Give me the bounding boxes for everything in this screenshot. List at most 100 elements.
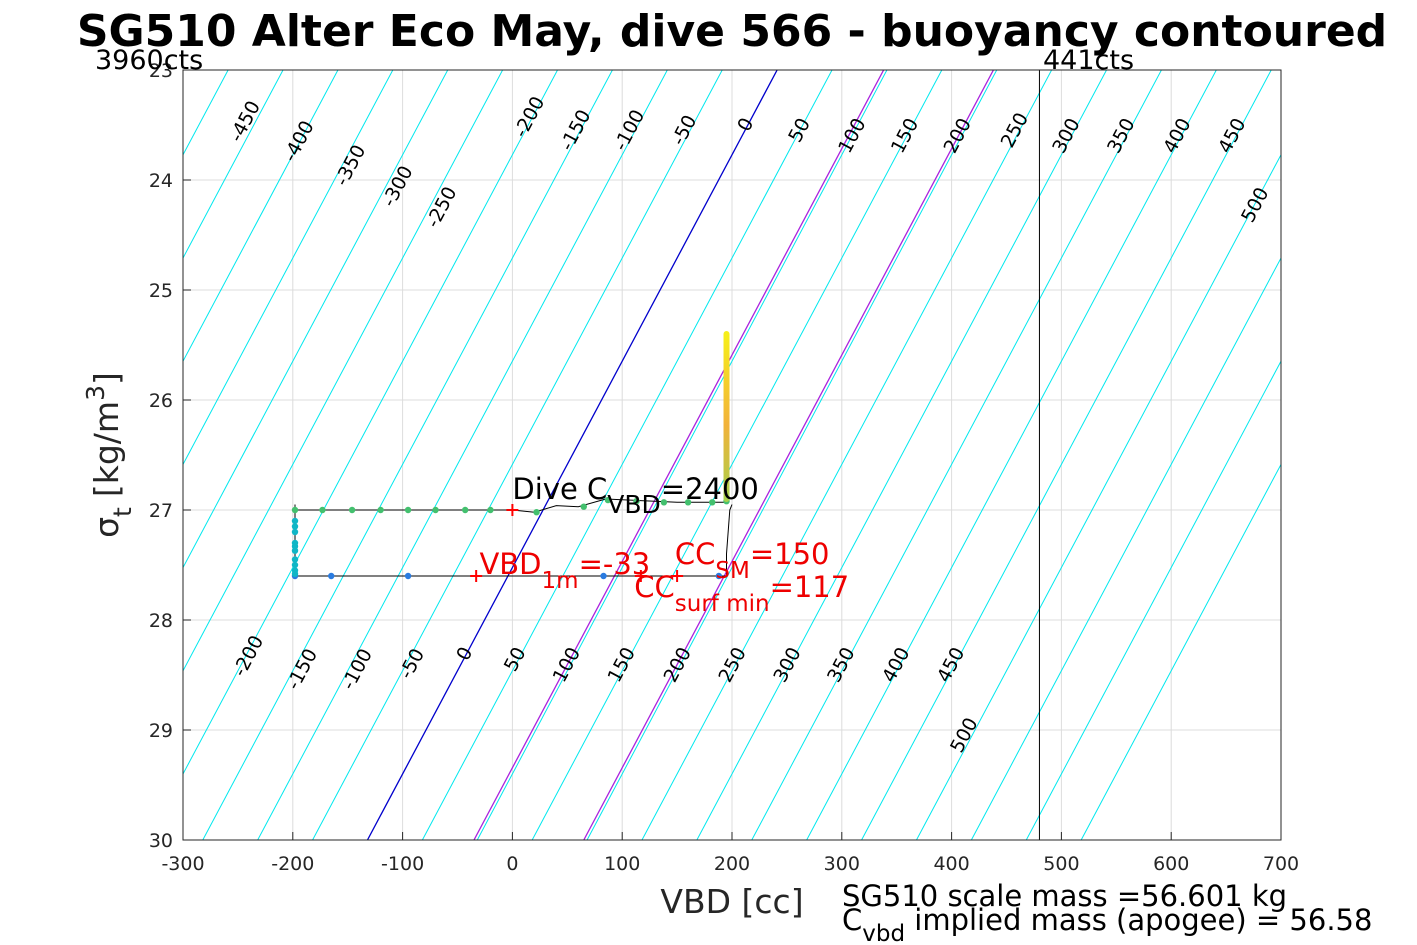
contour-label-top: -300 bbox=[378, 162, 418, 210]
contour-line bbox=[183, 70, 284, 260]
contour-label-top: 500 bbox=[1237, 184, 1273, 226]
data-point bbox=[461, 506, 469, 514]
contour-label-bottom: 150 bbox=[604, 644, 640, 686]
contour-line bbox=[1025, 360, 1281, 840]
vbd-plus-marker bbox=[506, 504, 519, 516]
implied-mass-sub: vbd bbox=[862, 921, 905, 945]
cc-surf-value: =117 bbox=[770, 570, 850, 604]
contour-label-bottom: -200 bbox=[229, 632, 269, 680]
vbd-plus-marker bbox=[634, 570, 647, 582]
chart-title: SG510 Alter Eco May, dive 566 - buoyancy… bbox=[77, 6, 1387, 57]
buoyancy-contours bbox=[183, 70, 1281, 840]
contour-label-top: -400 bbox=[279, 117, 319, 165]
contour-line bbox=[531, 70, 943, 840]
contour-line bbox=[202, 70, 613, 840]
contour-label-top: -350 bbox=[331, 141, 371, 189]
y-tick-label: 26 bbox=[149, 390, 173, 412]
vbd-1m-annotation: VBD1m=-33 bbox=[479, 547, 650, 594]
limit-left-label: 3960cts bbox=[95, 45, 203, 76]
contour-label-top: -250 bbox=[422, 183, 462, 231]
x-tick-label: 700 bbox=[1263, 853, 1299, 875]
vbd-plus-marker bbox=[671, 570, 684, 582]
contour-label-top: 400 bbox=[1159, 115, 1195, 157]
cc-surf-main: CC bbox=[634, 570, 675, 604]
contour-line bbox=[476, 70, 888, 840]
implied-mass-rest: implied mass (apogee) = 56.58 bbox=[905, 903, 1372, 937]
contour-label-bottom: -50 bbox=[395, 645, 429, 683]
data-point bbox=[291, 506, 299, 514]
vbd-1m-sub: 1m bbox=[542, 568, 579, 594]
cc-sm-annotation: CCSM=150 bbox=[675, 537, 830, 584]
data-point bbox=[660, 499, 668, 506]
x-tick-label: -300 bbox=[161, 853, 204, 875]
contour-label-bottom: 100 bbox=[549, 644, 585, 686]
contour-label-top: -100 bbox=[610, 106, 650, 154]
contour-line bbox=[257, 70, 668, 840]
contour-line bbox=[806, 70, 1217, 840]
implied-mass-main: C bbox=[842, 903, 862, 937]
data-point bbox=[404, 572, 412, 580]
contour-label-top: 50 bbox=[784, 114, 815, 146]
x-tick-label: -100 bbox=[381, 853, 424, 875]
contour-line bbox=[751, 70, 1162, 840]
contour-label-top: 200 bbox=[940, 115, 976, 157]
vbd-1m-value: =-33 bbox=[579, 547, 651, 581]
vbd-plus-marker bbox=[470, 570, 483, 582]
y-axis-label-units: [kg/m bbox=[87, 401, 126, 497]
contour-line bbox=[696, 70, 1107, 840]
data-point bbox=[348, 506, 356, 514]
axis-ticks: -300 -200 -100 0 100 200 300 400 500 600 700232425… bbox=[149, 60, 1299, 875]
cc-sm-sub: SM bbox=[715, 558, 749, 584]
contour-label-bottom: 200 bbox=[660, 644, 696, 686]
dive-c-sub: VBD bbox=[607, 490, 661, 519]
data-point bbox=[600, 572, 607, 580]
data-point bbox=[533, 509, 540, 516]
contour-label-bottom: -150 bbox=[282, 645, 322, 693]
contour-label-bottom: 350 bbox=[823, 644, 859, 686]
dive-data-series bbox=[291, 331, 733, 580]
data-point bbox=[684, 499, 692, 506]
x-tick-label: 500 bbox=[1043, 853, 1079, 875]
dive-c-vbd-annotation: Dive CVBD=2400 bbox=[512, 472, 758, 519]
cc-sm-value: =150 bbox=[750, 537, 830, 571]
contour-line bbox=[312, 70, 723, 840]
contour-line-highlight bbox=[473, 70, 885, 840]
y-tick-label: 29 bbox=[149, 720, 173, 742]
contour-label-top: -200 bbox=[510, 93, 550, 141]
contour-label-top: -150 bbox=[556, 106, 596, 154]
implied-mass-text: Cvbd implied mass (apogee) = 56.58 bbox=[842, 903, 1372, 945]
x-axis-label: VBD [cc] bbox=[660, 882, 803, 921]
contour-label-bottom: 0 bbox=[452, 643, 477, 664]
x-tick-label: 0 bbox=[506, 853, 518, 875]
cc-surf-min-annotation: CCsurf min=117 bbox=[634, 570, 849, 617]
data-point bbox=[404, 506, 412, 514]
contour-line bbox=[183, 70, 504, 672]
contour-label-top: -450 bbox=[225, 97, 265, 145]
contour-line bbox=[641, 70, 1053, 840]
contour-label-top: -50 bbox=[667, 111, 701, 149]
data-point bbox=[291, 528, 299, 536]
y-axis-label-superscript: 3 bbox=[81, 385, 110, 401]
y-tick-label: 24 bbox=[149, 170, 173, 192]
contour-label-bottom: 250 bbox=[714, 644, 750, 686]
data-point bbox=[291, 517, 299, 525]
contour-line bbox=[183, 70, 339, 363]
data-point bbox=[291, 523, 299, 530]
contour-label-bottom: 300 bbox=[769, 644, 805, 686]
contour-line bbox=[916, 153, 1281, 840]
contour-line-highlight bbox=[583, 70, 995, 840]
data-point bbox=[377, 506, 384, 514]
cc-sm-main: CC bbox=[675, 537, 716, 571]
data-point bbox=[604, 496, 612, 504]
y-tick-label: 25 bbox=[149, 280, 173, 302]
x-tick-label: 600 bbox=[1153, 853, 1189, 875]
contour-line bbox=[1080, 463, 1281, 840]
contour-label-top: 450 bbox=[1214, 115, 1250, 157]
scale-mass-text: SG510 scale mass =56.601 kg bbox=[842, 879, 1287, 913]
data-point bbox=[291, 556, 299, 563]
x-tick-label: 100 bbox=[604, 853, 640, 875]
contour-line bbox=[183, 70, 558, 776]
contour-line bbox=[586, 70, 998, 840]
contour-label-top: 150 bbox=[887, 115, 923, 157]
